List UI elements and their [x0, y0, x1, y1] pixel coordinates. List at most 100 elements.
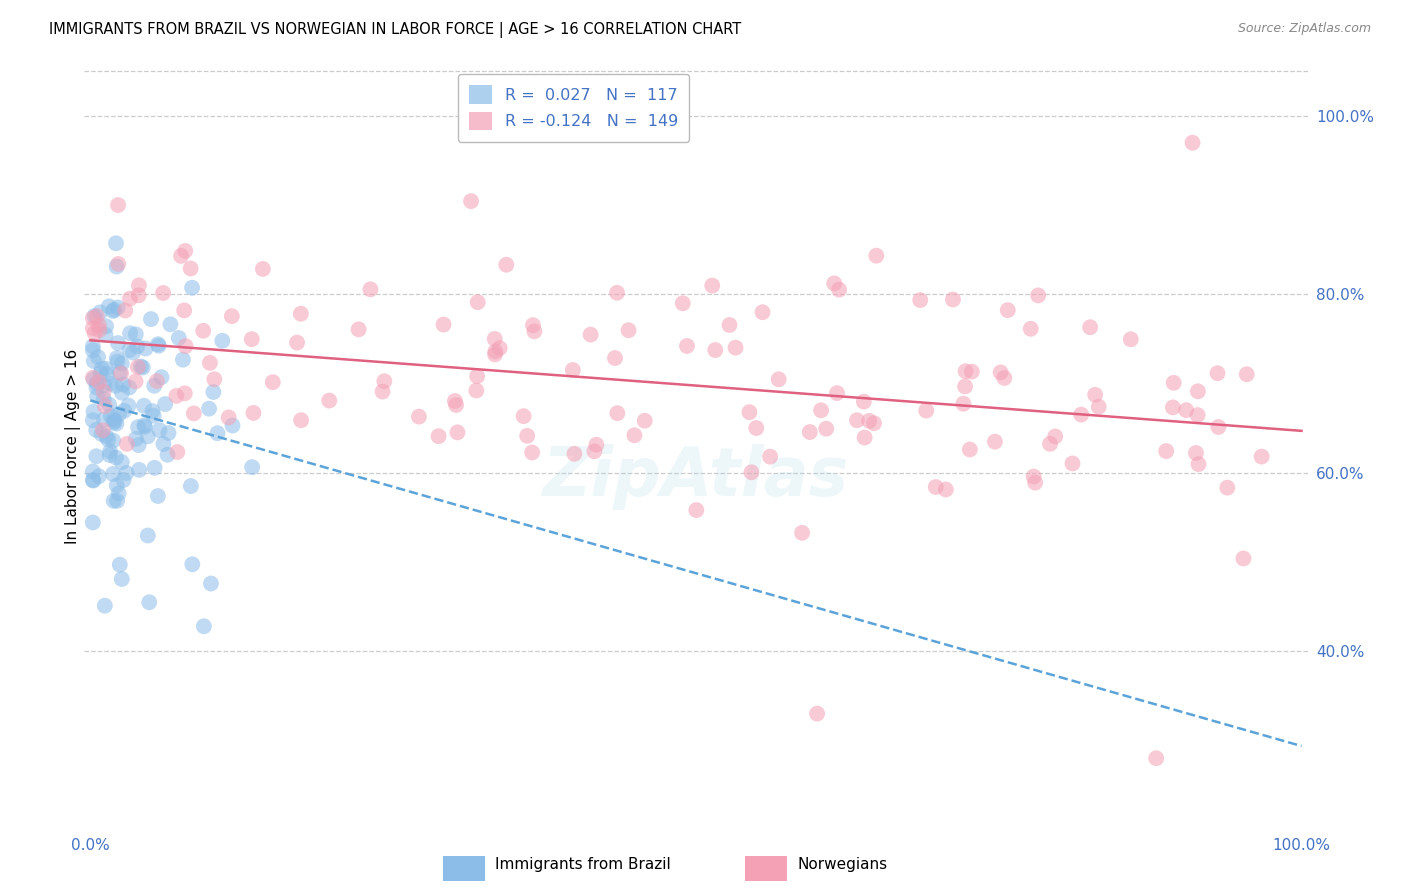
Point: [359, 282, 381, 296]
Point: [128, 463, 150, 477]
Point: [152, 285, 174, 300]
Point: [858, 414, 880, 428]
Point: [606, 406, 628, 420]
Point: [112, 377, 135, 392]
Point: [1144, 751, 1167, 765]
Legend: R =  0.027   N =  117, R = -0.124   N =  149: R = 0.027 N = 117, R = -0.124 N = 149: [458, 74, 689, 142]
Point: [685, 503, 707, 517]
Point: [285, 335, 308, 350]
Point: [520, 445, 543, 459]
Point: [148, 339, 170, 353]
Point: [82, 465, 104, 479]
Point: [242, 406, 264, 420]
Point: [564, 447, 586, 461]
Point: [117, 399, 139, 413]
Point: [561, 363, 583, 377]
Point: [180, 261, 202, 276]
Point: [799, 425, 821, 439]
Point: [718, 318, 741, 332]
Point: [134, 419, 156, 434]
Point: [790, 525, 813, 540]
Point: [142, 409, 165, 423]
Point: [101, 467, 124, 481]
Point: [124, 375, 146, 389]
Point: [98, 444, 121, 458]
Point: [1078, 320, 1101, 334]
Point: [89, 323, 111, 337]
Point: [93, 378, 115, 392]
Point: [1163, 376, 1185, 390]
Point: [202, 384, 225, 399]
Point: [953, 379, 976, 393]
Point: [484, 344, 506, 359]
Point: [173, 303, 195, 318]
Point: [134, 418, 156, 433]
Point: [1216, 481, 1239, 495]
Point: [101, 434, 124, 448]
Point: [111, 385, 134, 400]
Point: [240, 332, 263, 346]
Point: [516, 429, 538, 443]
Point: [484, 347, 506, 361]
Point: [512, 409, 534, 424]
Point: [128, 288, 150, 302]
Text: IMMIGRANTS FROM BRAZIL VS NORWEGIAN IN LABOR FORCE | AGE > 16 CORRELATION CHART: IMMIGRANTS FROM BRAZIL VS NORWEGIAN IN L…: [49, 22, 741, 38]
Point: [118, 343, 141, 358]
Point: [180, 479, 202, 493]
Point: [606, 285, 628, 300]
Point: [465, 369, 488, 384]
Point: [181, 281, 204, 295]
Point: [159, 318, 181, 332]
Point: [143, 378, 166, 392]
Point: [207, 426, 229, 441]
Point: [955, 364, 977, 378]
Point: [198, 356, 221, 370]
Point: [853, 431, 876, 445]
Point: [173, 386, 195, 401]
Point: [181, 558, 204, 572]
Point: [129, 359, 152, 374]
Point: [828, 283, 851, 297]
Point: [174, 339, 197, 353]
Point: [1087, 400, 1109, 414]
Point: [107, 486, 129, 500]
Text: Norwegians: Norwegians: [797, 857, 887, 872]
Point: [115, 437, 138, 451]
Point: [90, 366, 112, 380]
Point: [93, 392, 115, 406]
Point: [94, 599, 117, 613]
Point: [252, 262, 274, 277]
Point: [262, 375, 284, 389]
Point: [107, 336, 129, 351]
Point: [221, 418, 243, 433]
Point: [108, 407, 131, 421]
Point: [103, 412, 125, 426]
Point: [125, 432, 148, 446]
Point: [444, 394, 467, 409]
Point: [585, 438, 607, 452]
Point: [103, 416, 125, 430]
Text: Source: ZipAtlas.com: Source: ZipAtlas.com: [1237, 22, 1371, 36]
Point: [1250, 450, 1272, 464]
Point: [87, 350, 110, 364]
Point: [86, 376, 108, 390]
Point: [1181, 136, 1204, 150]
Point: [371, 384, 394, 399]
Point: [152, 437, 174, 451]
Point: [82, 404, 104, 418]
Point: [1161, 401, 1184, 415]
Point: [852, 394, 875, 409]
Point: [993, 371, 1015, 385]
Point: [104, 414, 127, 428]
Point: [118, 292, 141, 306]
Point: [172, 352, 194, 367]
Point: [111, 572, 134, 586]
Point: [141, 404, 163, 418]
Point: [103, 493, 125, 508]
Point: [432, 318, 454, 332]
Point: [120, 326, 142, 341]
Text: ZipAtlas: ZipAtlas: [543, 443, 849, 509]
Point: [1045, 429, 1067, 443]
Point: [583, 444, 606, 458]
Point: [83, 372, 105, 386]
